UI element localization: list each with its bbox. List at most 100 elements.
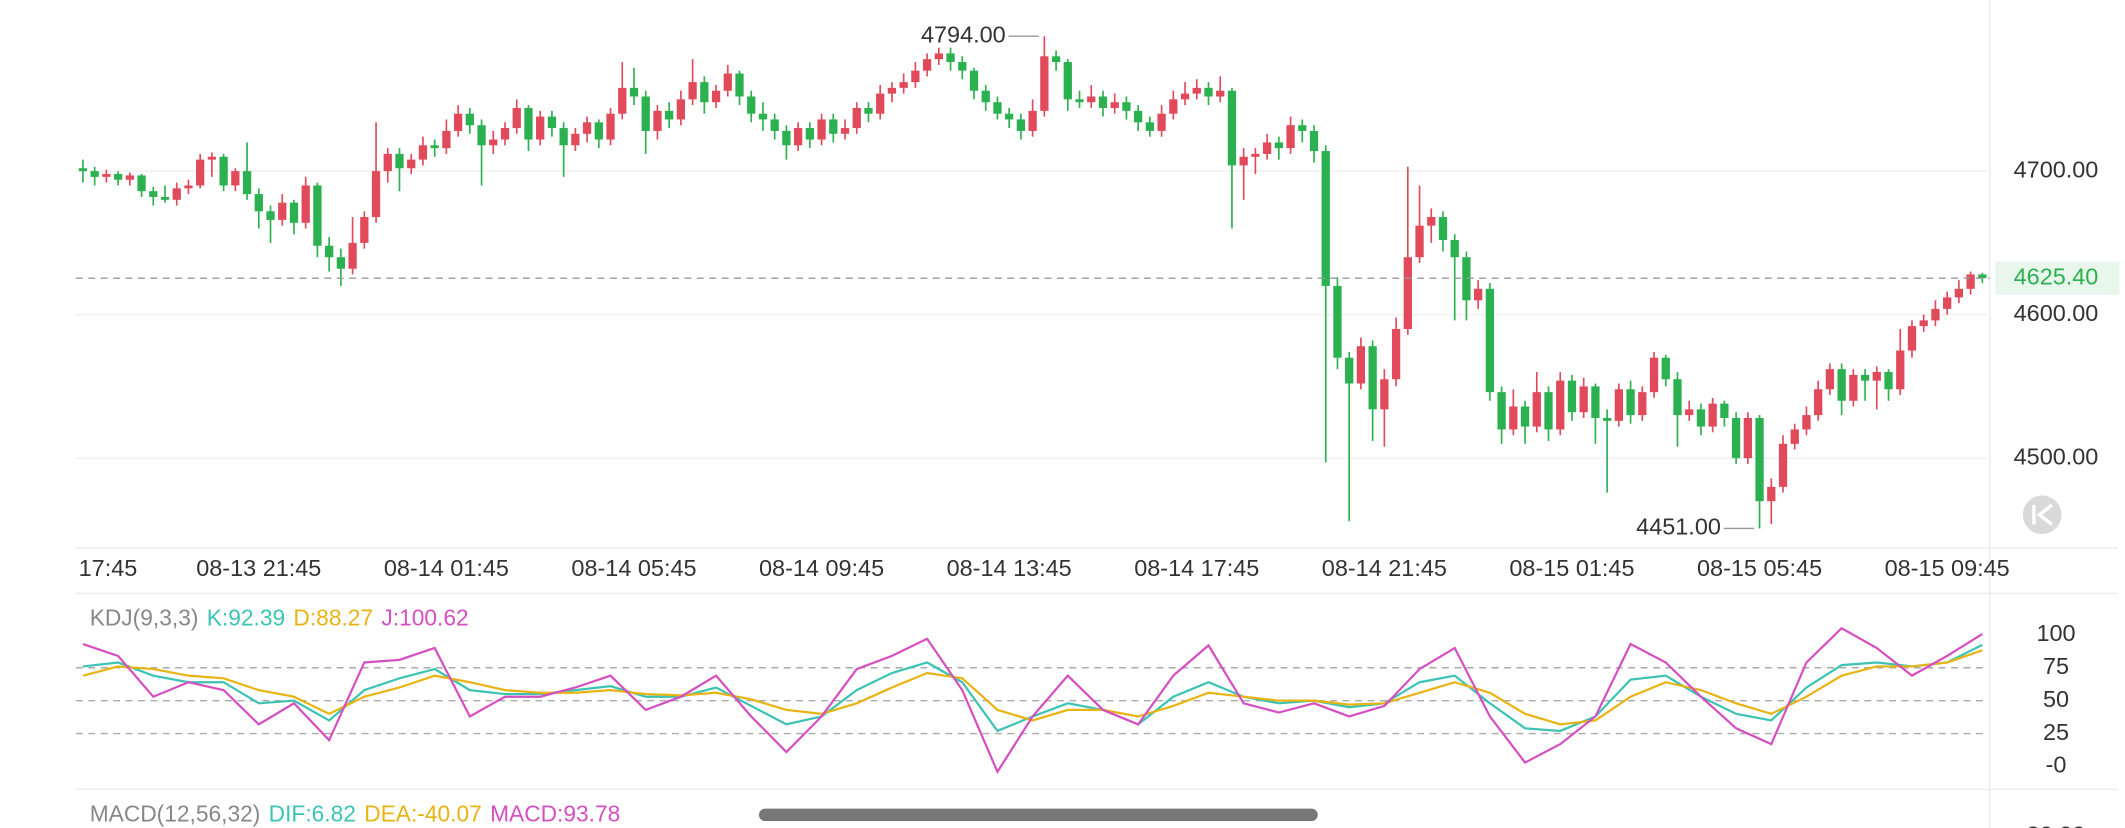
candle-body — [1884, 372, 1893, 390]
candle-body — [747, 96, 756, 114]
candle-body — [336, 257, 346, 269]
candle-body — [512, 107, 521, 129]
legend-entry: DIF:6.82 — [269, 801, 356, 827]
candle-body — [1216, 90, 1225, 97]
candle-body — [1438, 217, 1448, 241]
candle-body — [1075, 99, 1084, 103]
candle-body — [231, 171, 240, 186]
candle-body — [1778, 443, 1788, 487]
candle-body — [242, 171, 252, 195]
candle-body — [1520, 406, 1530, 427]
legend-entry: MACD:93.78 — [490, 801, 620, 827]
candle-body — [489, 139, 498, 146]
candle-body — [278, 202, 287, 220]
candle-body — [946, 53, 955, 63]
candle-body — [160, 196, 170, 200]
candle-body — [922, 59, 932, 71]
last-price-box — [1995, 261, 2120, 295]
candle-body — [1204, 87, 1213, 97]
candle-body — [1122, 102, 1131, 111]
scrollbar[interactable] — [758, 808, 1318, 822]
candle-body — [676, 99, 686, 120]
candle-body — [1720, 403, 1729, 418]
x-tick-label: 08-14 05:45 — [571, 555, 696, 581]
candle-body — [172, 188, 181, 200]
candle-body — [1063, 62, 1072, 100]
candle-body — [1567, 380, 1577, 413]
y-tick-label: 4500.00 — [2014, 443, 2099, 469]
button-icon[interactable] — [2036, 503, 2053, 526]
candle-body — [465, 113, 474, 126]
candle-body — [313, 185, 322, 246]
candle-body — [1321, 151, 1330, 286]
candle-body — [1544, 392, 1553, 430]
candle-body — [254, 194, 263, 212]
candle-body — [1309, 130, 1319, 152]
candle-body — [793, 128, 803, 146]
legend-entry: K:92.39 — [207, 605, 285, 631]
candle-body — [1157, 113, 1166, 131]
candle-body — [90, 171, 99, 177]
candle-body — [1098, 96, 1108, 108]
candle-body — [1415, 225, 1424, 258]
candle-body — [993, 102, 1002, 114]
x-tick-label: 08-15 05:45 — [1697, 555, 1822, 581]
candle-body — [758, 113, 768, 120]
candle-body — [805, 128, 814, 140]
candle-body — [1614, 389, 1623, 421]
candle-body — [1040, 56, 1049, 111]
candle-body — [219, 156, 228, 186]
candle-body — [1649, 357, 1659, 393]
candle-body — [1368, 346, 1377, 410]
candle-body — [1356, 346, 1366, 384]
x-tick-label: 08-14 17:45 — [1134, 555, 1259, 581]
candle-body — [1708, 403, 1717, 427]
candle-body — [1274, 142, 1283, 149]
y-tick-label: 4700.00 — [2014, 156, 2099, 182]
x-tick-label: 08-15 09:45 — [1885, 555, 2010, 581]
legend-entry: D:88.27 — [293, 605, 373, 631]
candle-body — [1743, 417, 1752, 459]
candle-body — [477, 125, 486, 146]
candle-body — [1919, 320, 1928, 327]
legend-entry: DEA:-40.07 — [364, 801, 482, 827]
candle-body — [911, 70, 920, 83]
candle-body — [1345, 357, 1354, 384]
candle-body — [1638, 392, 1647, 416]
x-tick-label: 08-14 13:45 — [947, 555, 1072, 581]
candle-body — [864, 107, 873, 114]
x-tick-label: 08-14 09:45 — [759, 555, 884, 581]
candle-body — [629, 87, 639, 97]
candle-body — [1485, 288, 1495, 393]
y-tick-label: 25 — [2043, 719, 2069, 745]
latest-button[interactable] — [2022, 495, 2062, 535]
candle-body — [1907, 326, 1917, 351]
candle-body — [1427, 217, 1436, 226]
candle-body — [1767, 486, 1776, 502]
candle-body — [1591, 386, 1600, 418]
candle-body — [207, 156, 217, 160]
candle-body — [547, 116, 557, 129]
candle-body — [1849, 374, 1858, 401]
candle-body — [1251, 153, 1260, 157]
candle-body — [969, 70, 979, 91]
candle-body — [1978, 274, 1987, 279]
panel-title: MACD(12,56,32) — [90, 801, 261, 827]
candle-body — [184, 185, 193, 189]
candle-body — [453, 113, 463, 131]
candle-body — [125, 175, 134, 180]
candle-body — [1016, 119, 1026, 131]
candle-body — [418, 145, 428, 160]
candle-body — [266, 211, 275, 220]
candle-body — [430, 145, 439, 149]
indicator-line — [82, 626, 1983, 775]
candle-body — [829, 119, 838, 134]
candle-body — [1872, 372, 1881, 381]
x-tick-label: 08-14 01:45 — [384, 555, 509, 581]
y-tick-label: 75 — [2043, 653, 2069, 679]
candle-body — [887, 87, 897, 94]
candle-body — [1192, 87, 1201, 94]
candle-body — [442, 130, 451, 149]
candle-body — [1755, 417, 1764, 502]
